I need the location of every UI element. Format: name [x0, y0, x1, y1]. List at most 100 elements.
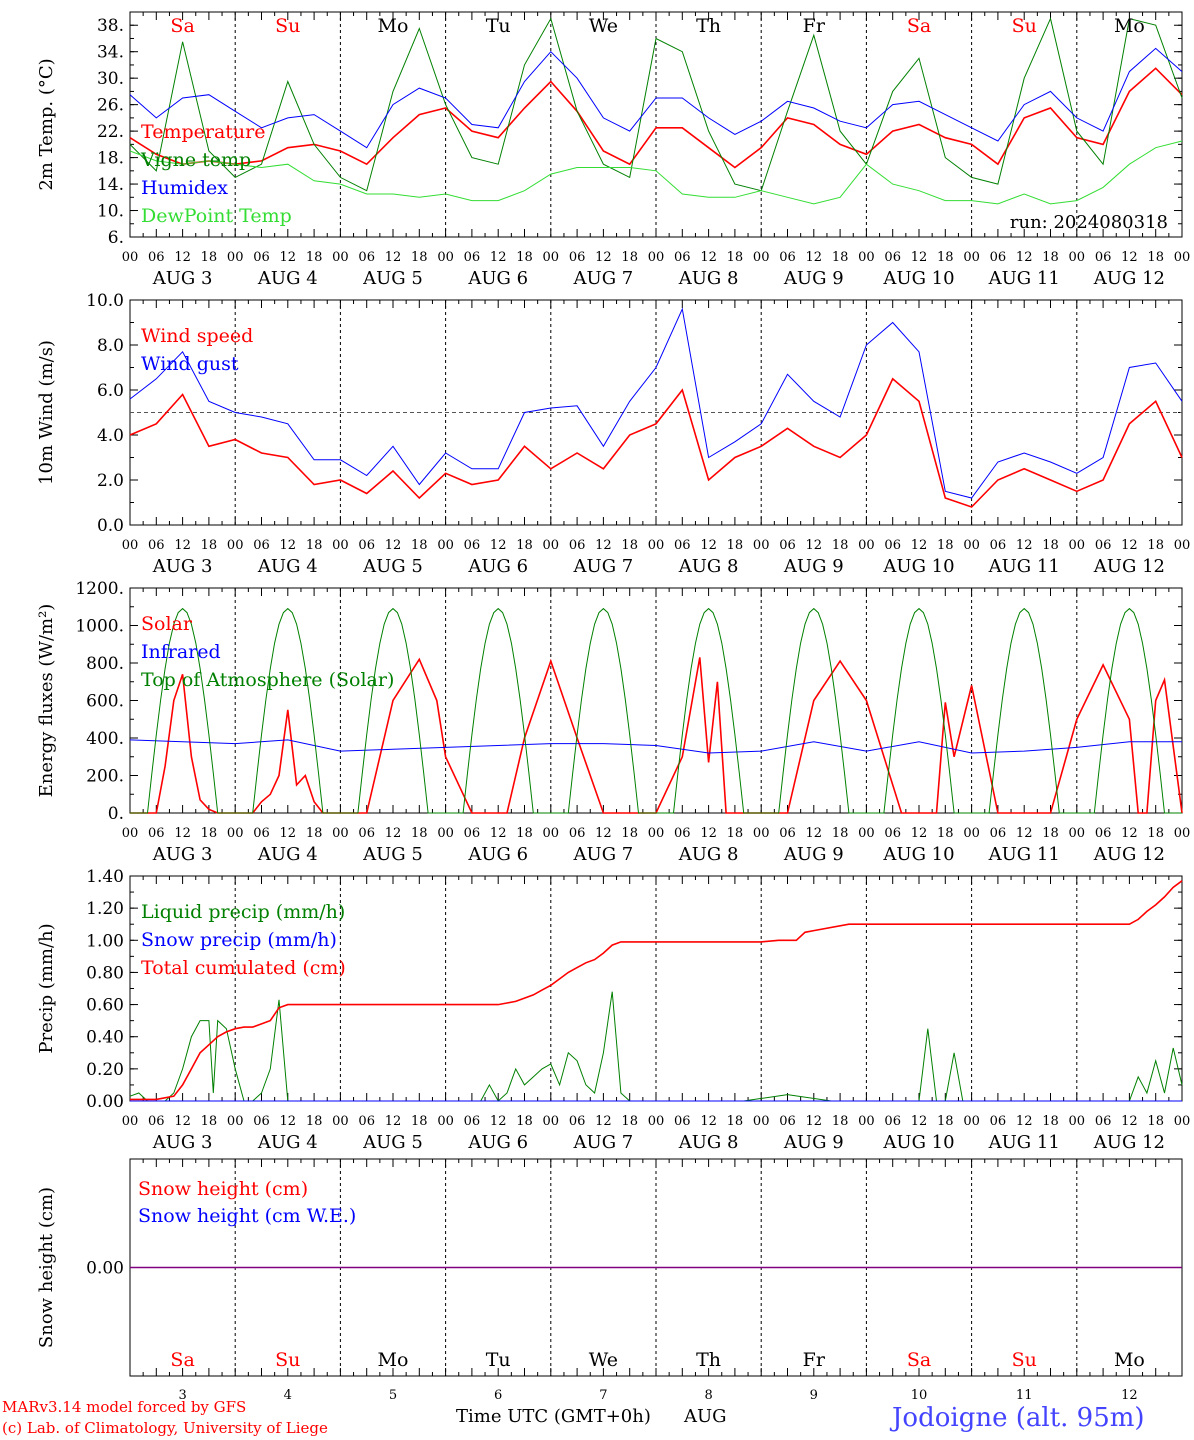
y-axis-title: 2m Temp. (°C): [36, 58, 57, 190]
hour-tick-label: 12: [911, 250, 928, 265]
y-tick-label: 34.: [97, 43, 124, 63]
hour-tick-label: 00: [543, 826, 560, 841]
hour-tick-label: 12: [595, 1114, 612, 1129]
hour-tick-label: 00: [1069, 538, 1086, 553]
hour-tick-label: 18: [832, 826, 849, 841]
date-label: AUG 5: [362, 844, 423, 865]
y-tick-label: 1000.: [75, 617, 124, 637]
y-tick-label: 600.: [86, 692, 124, 712]
date-label: AUG 4: [257, 556, 318, 577]
weekday-label: Mo: [1114, 1349, 1145, 1371]
y-tick-label: 1.40: [86, 867, 124, 887]
legend-entry: DewPoint Temp: [141, 205, 292, 227]
day-number-label: 5: [389, 1388, 397, 1403]
weekday-label: Su: [1012, 1349, 1037, 1371]
panel-frame: [129, 11, 1183, 238]
hour-tick-label: 12: [700, 250, 717, 265]
hour-tick-label: 00: [1174, 250, 1191, 265]
hour-tick-label: 06: [253, 538, 270, 553]
hour-tick-label: 06: [358, 538, 375, 553]
hour-tick-label: 00: [858, 538, 875, 553]
y-tick-label: 0.0: [97, 516, 124, 536]
date-label: AUG 6: [467, 844, 528, 865]
y-tick-label: 0.60: [86, 996, 124, 1016]
hour-tick-label: 12: [1121, 1114, 1138, 1129]
legend-entry: Snow precip (mm/h): [141, 929, 337, 951]
hour-tick-label: 06: [779, 538, 796, 553]
hour-tick-label: 12: [490, 250, 507, 265]
hour-tick-label: 06: [674, 1114, 691, 1129]
series-line-2: [129, 739, 1182, 754]
hour-tick-label: 12: [700, 1114, 717, 1129]
hour-tick-label: 06: [884, 538, 901, 553]
hour-tick-label: 00: [543, 250, 560, 265]
hour-tick-label: 12: [280, 826, 297, 841]
hour-tick-label: 12: [385, 826, 402, 841]
hour-tick-label: 12: [174, 250, 191, 265]
hour-tick-label: 12: [595, 826, 612, 841]
hour-tick-label: 00: [437, 1114, 454, 1129]
y-tick-label: 400.: [86, 729, 124, 749]
hour-tick-label: 18: [621, 250, 638, 265]
y-tick-label: 2.0: [97, 471, 124, 491]
hour-tick-label: 12: [911, 1114, 928, 1129]
hour-tick-label: 06: [990, 826, 1007, 841]
hour-tick-label: 12: [806, 250, 823, 265]
hour-tick-label: 12: [806, 538, 823, 553]
hour-tick-label: 12: [280, 250, 297, 265]
weekday-label: Su: [1012, 15, 1037, 37]
hour-tick-label: 18: [411, 826, 428, 841]
hour-tick-label: 18: [1042, 1114, 1059, 1129]
hour-tick-label: 06: [779, 1114, 796, 1129]
weekday-label: Tu: [486, 15, 511, 37]
hour-tick-label: 18: [201, 250, 218, 265]
y-tick-label: 1.00: [86, 931, 124, 951]
hour-tick-label: 18: [411, 1114, 428, 1129]
y-tick-label: 8.0: [97, 336, 124, 356]
date-label: AUG 12: [1093, 844, 1165, 865]
hour-tick-label: 00: [963, 250, 980, 265]
hour-tick-label: 18: [201, 538, 218, 553]
series-line-3: [130, 880, 1183, 1101]
hour-tick-label: 06: [1095, 538, 1112, 553]
hour-tick-label: 18: [727, 250, 744, 265]
hour-tick-label: 12: [174, 1114, 191, 1129]
hour-tick-label: 12: [490, 538, 507, 553]
hour-tick-label: 00: [648, 250, 665, 265]
hour-tick-label: 18: [621, 826, 638, 841]
hour-tick-label: 18: [937, 250, 954, 265]
day-number-label: 4: [284, 1388, 292, 1403]
hour-tick-label: 06: [464, 250, 481, 265]
date-label: AUG 3: [152, 1132, 213, 1153]
y-tick-label: 6.0: [97, 381, 124, 401]
y-tick-label: 22.: [97, 122, 124, 142]
legend-entry: Snow height (cm W.E.): [138, 1205, 356, 1227]
hour-tick-label: 06: [569, 538, 586, 553]
hour-tick-label: 06: [569, 1114, 586, 1129]
legend-entry: Temperature: [141, 121, 265, 143]
hour-tick-label: 06: [674, 538, 691, 553]
hour-tick-label: 00: [858, 826, 875, 841]
hour-tick-label: 06: [990, 538, 1007, 553]
time-axis-title: Time UTC (GMT+0h): [456, 1406, 651, 1427]
hour-tick-label: 00: [963, 538, 980, 553]
date-label: AUG 5: [362, 268, 423, 289]
date-label: AUG 10: [882, 1132, 954, 1153]
hour-tick-label: 00: [648, 826, 665, 841]
weekday-label: Mo: [378, 1349, 409, 1371]
hour-tick-label: 06: [884, 250, 901, 265]
hour-tick-label: 18: [411, 250, 428, 265]
hour-tick-label: 00: [753, 250, 770, 265]
credits-line-1: MARv3.14 model forced by GFS: [2, 1398, 247, 1416]
hour-tick-label: 06: [358, 250, 375, 265]
weekday-label: We: [589, 15, 618, 37]
hour-tick-label: 06: [358, 826, 375, 841]
hour-tick-label: 00: [437, 826, 454, 841]
hour-tick-label: 18: [306, 250, 323, 265]
hour-tick-label: 00: [1069, 826, 1086, 841]
hour-tick-label: 18: [727, 538, 744, 553]
hour-tick-label: 00: [543, 538, 560, 553]
day-number-label: 10: [911, 1388, 928, 1403]
hour-tick-label: 06: [569, 250, 586, 265]
hour-tick-label: 00: [1174, 826, 1191, 841]
